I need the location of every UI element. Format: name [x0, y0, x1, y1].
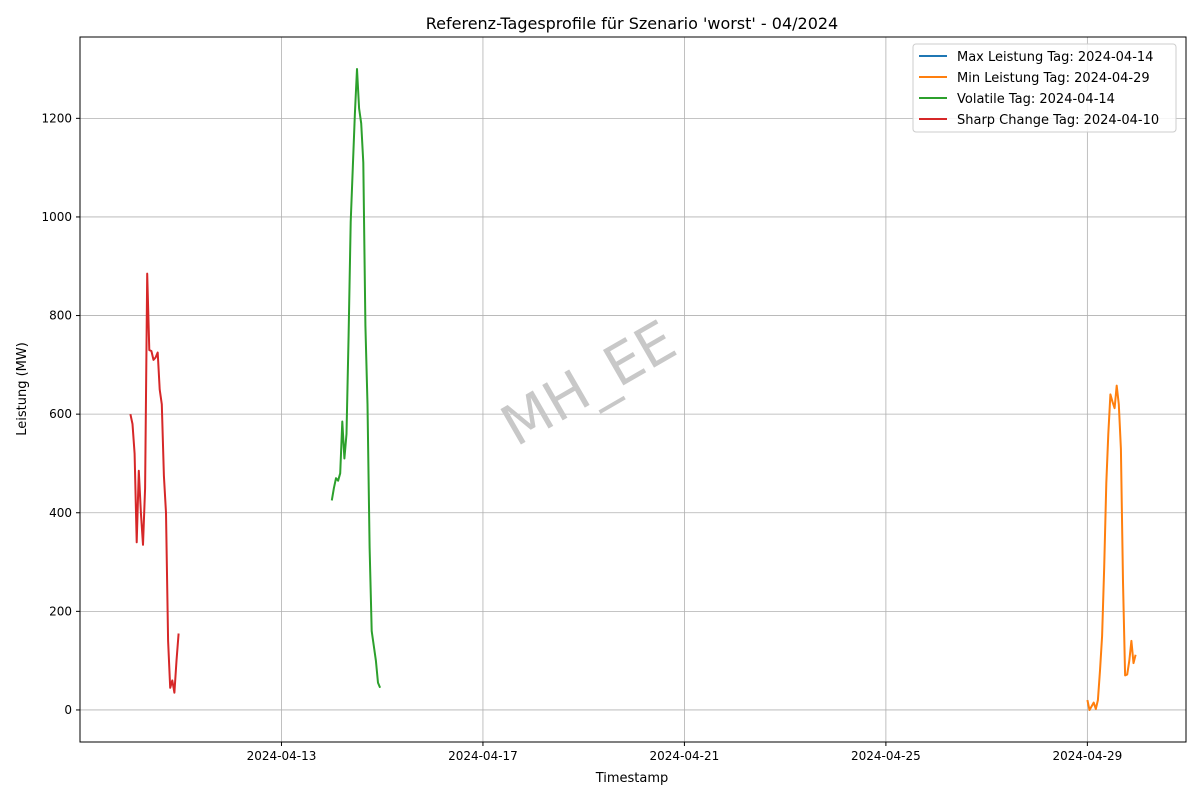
plot-area: [79, 36, 1187, 743]
y-axis: 0 200 400 600 800 1000 1200: [41, 111, 80, 717]
y-tick-label: 1000: [41, 210, 72, 224]
x-tick-label: 2024-04-13: [247, 749, 317, 763]
legend: Max Leistung Tag: 2024-04-14 Min Leistung…: [912, 43, 1177, 133]
series-line-1: [1086, 384, 1137, 711]
series-line-2: [330, 68, 382, 689]
legend-label-1: Min Leistung Tag: 2024-04-29: [957, 71, 1150, 86]
y-tick-label: 0: [64, 703, 72, 717]
legend-label-3: Sharp Change Tag: 2024-04-10: [957, 113, 1159, 128]
x-axis-label: Timestamp: [595, 771, 669, 786]
x-tick-label: 2024-04-25: [851, 749, 921, 763]
y-tick-label: 600: [49, 407, 72, 421]
legend-label-0: Max Leistung Tag: 2024-04-14: [957, 50, 1153, 65]
x-tick-label: 2024-04-29: [1052, 749, 1122, 763]
chart-title: Referenz-Tagesprofile für Szenario 'wors…: [426, 14, 838, 33]
x-tick-label: 2024-04-21: [650, 749, 720, 763]
y-tick-label: 400: [49, 506, 72, 520]
legend-box: [912, 43, 1177, 133]
grid: [80, 37, 1186, 742]
legend-label-2: Volatile Tag: 2024-04-14: [957, 92, 1115, 107]
series-line-3: [129, 272, 180, 694]
y-tick-label: 800: [49, 309, 72, 323]
y-tick-label: 1200: [41, 111, 72, 125]
x-tick-label: 2024-04-17: [448, 749, 518, 763]
y-tick-label: 200: [49, 604, 72, 618]
y-axis-label: Leistung (MW): [15, 342, 30, 436]
series-lines: [129, 68, 1137, 711]
x-axis: 2024-04-13 2024-04-17 2024-04-21 2024-04-25…: [247, 742, 1122, 763]
